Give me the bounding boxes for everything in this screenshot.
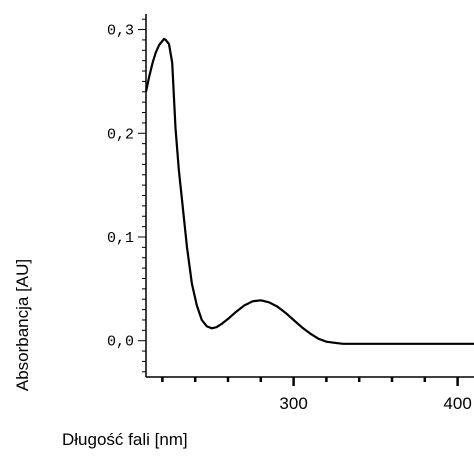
x-tick-label: 300 [279,394,307,413]
x-axis-label: Długość fali [nm] [62,430,188,449]
y-tick-label: 0,1 [107,230,134,247]
y-tick-label: 0,3 [107,23,134,40]
x-axis: 300 400 [146,376,474,413]
y-axis-label: Absorbancja [AU] [13,259,32,391]
y-tick-label: 0,2 [107,126,134,143]
plot-area [144,37,474,345]
absorbance-curve [144,37,474,345]
y-axis: 0,0 0,1 0,2 0,3 [107,14,147,377]
y-tick-label: 0,0 [107,334,134,351]
x-tick-label: 400 [443,394,471,413]
